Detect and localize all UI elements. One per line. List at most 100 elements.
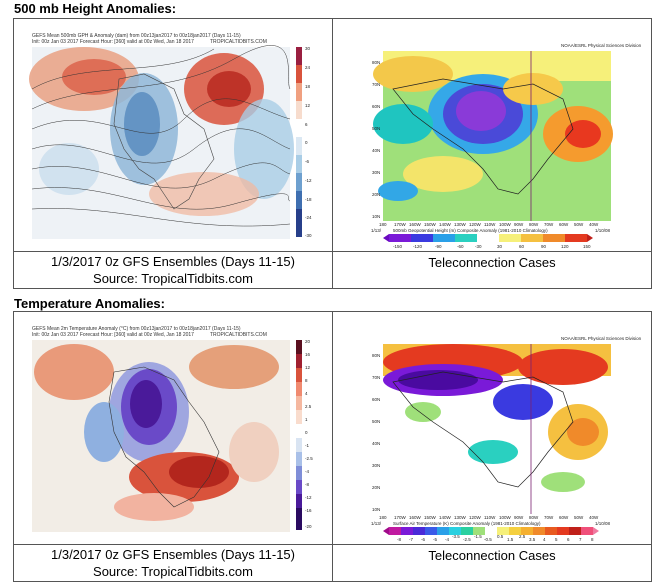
svg-text:-12: -12 [305,495,312,500]
svg-text:8: 8 [591,537,594,542]
caption-text: Teleconnection Cases [428,547,556,563]
teleconnection-temp-map: NOAA/ESRL Physical Sciences Division [333,312,651,544]
svg-text:60W: 60W [559,222,569,227]
caption-text: Teleconnection Cases [428,254,556,270]
svg-text:120W: 120W [469,222,482,227]
svg-text:60N: 60N [372,397,380,402]
svg-text:150W: 150W [424,222,437,227]
svg-text:90W: 90W [514,222,524,227]
svg-text:-2.5: -2.5 [305,456,313,461]
gefs-caption: 1/3/2017 0z GFS Ensembles (Days 11-15) S… [13,251,333,289]
svg-text:-60: -60 [457,244,464,249]
svg-text:12: 12 [305,103,311,108]
svg-text:-0.5: -0.5 [484,537,492,542]
colorbar-ticks: -150 -120 -90 -60 -30 30 60 90 120 150 [393,244,591,249]
svg-text:30N: 30N [372,170,380,175]
svg-text:50N: 50N [372,126,380,131]
svg-text:1: 1 [305,417,308,422]
svg-text:-30: -30 [305,233,312,238]
svg-text:-5: -5 [433,537,437,542]
svg-text:40W: 40W [589,515,599,520]
svg-text:2.5: 2.5 [305,404,312,409]
svg-text:20N: 20N [372,192,380,197]
svg-text:-20: -20 [305,524,312,529]
svg-text:50W: 50W [574,222,584,227]
svg-text:16: 16 [305,352,311,357]
svg-text:24: 24 [305,65,311,70]
svg-text:-3.5: -3.5 [452,534,460,539]
svg-text:40N: 40N [372,148,380,153]
temperature-anomaly-field [32,340,290,532]
colorbar-ticks: -8 -7 -6 -5 -4 -3.5 -2.5 -1.5 -0.5 0.5 1… [397,534,594,542]
svg-text:0.5: 0.5 [497,534,504,539]
lat-labels: 80N 70N 60N 50N 40N 30N 20N 10N [372,60,380,219]
teleconnection-caption: Teleconnection Cases [332,251,652,289]
svg-text:-2.5: -2.5 [463,537,471,542]
lat-labels: 80N 70N 60N 50N 40N 30N 20N 10N [372,353,380,512]
svg-text:10N: 10N [372,507,380,512]
svg-text:120: 120 [561,244,569,249]
svg-text:140W: 140W [439,222,452,227]
north-america-outline [108,366,220,508]
gefs-temp-map: GEFS Mean 2m Temperature Anomaly (°C) fr… [14,312,332,544]
svg-text:130W: 130W [454,222,467,227]
svg-text:1.5: 1.5 [507,537,514,542]
svg-text:18: 18 [305,84,311,89]
svg-text:-4: -4 [445,537,449,542]
svg-text:10N: 10N [372,214,380,219]
lon-labels: 180 170W 160W 150W 140W 130W 120W 110W 1… [379,515,599,520]
colorbar-ticks: 30 24 18 12 6 0 -6 -12 -18 -24 -30 [305,46,312,238]
north-america-outline [113,73,215,210]
section-heading-temperature: Temperature Anomalies: [14,296,165,311]
svg-text:90: 90 [541,244,547,249]
composite-caption: 500mb Geopotential Height (m) Composite … [393,228,548,233]
svg-text:170W: 170W [394,222,407,227]
svg-text:5: 5 [555,537,558,542]
svg-text:-90: -90 [435,244,442,249]
credit-text: NOAA/ESRL Physical Sciences Division [561,336,642,341]
teleconnection-caption: Teleconnection Cases [332,544,652,582]
svg-text:140W: 140W [439,515,452,520]
colorbar [383,234,593,242]
svg-text:-1: -1 [305,443,309,448]
svg-text:-4: -4 [305,469,309,474]
svg-text:4: 4 [543,537,546,542]
composite-anomaly-field [373,51,613,221]
svg-text:150: 150 [583,244,591,249]
caption-source: Source: TropicalTidbits.com [93,271,253,286]
svg-text:60W: 60W [559,515,569,520]
footer-right: 1/10/08 [595,521,611,526]
colorbar-ticks: 20 16 12 8 4 2.5 1 0 -1 -2.5 -4 -8 -12 -… [305,339,313,529]
height-contours [31,45,291,227]
panel-500mb: GEFS Mean 500mb GPH & Anomaly (dam) from… [13,18,652,289]
svg-text:30N: 30N [372,463,380,468]
colorbar [296,340,302,530]
svg-text:80N: 80N [372,60,380,65]
svg-text:70N: 70N [372,82,380,87]
map-title-line1: GEFS Mean 500mb GPH & Anomaly (dam) from… [32,33,241,39]
svg-text:180: 180 [379,222,387,227]
watermark: TROPICALTIDBITS.COM [210,332,267,338]
watermark: TROPICALTIDBITS.COM [210,39,267,45]
colorbar [296,47,302,237]
lon-labels: 180 170W 160W 150W 140W 130W 120W 110W 1… [379,222,599,227]
north-america-outline [392,78,574,195]
svg-text:50W: 50W [574,515,584,520]
svg-text:12: 12 [305,365,311,370]
gefs-500mb-map: GEFS Mean 500mb GPH & Anomaly (dam) from… [14,19,332,251]
svg-text:6: 6 [567,537,570,542]
svg-text:-8: -8 [397,537,401,542]
svg-text:90W: 90W [514,515,524,520]
svg-text:180: 180 [379,515,387,520]
svg-text:4: 4 [305,391,308,396]
colorbar [383,527,599,535]
svg-text:-18: -18 [305,197,312,202]
svg-text:100W: 100W [499,222,512,227]
svg-text:8: 8 [305,378,308,383]
svg-text:0: 0 [305,430,308,435]
svg-text:170W: 170W [394,515,407,520]
svg-text:-150: -150 [393,244,403,249]
svg-text:150W: 150W [424,515,437,520]
svg-text:3.5: 3.5 [529,537,536,542]
credit-text: NOAA/ESRL Physical Sciences Division [561,43,642,48]
